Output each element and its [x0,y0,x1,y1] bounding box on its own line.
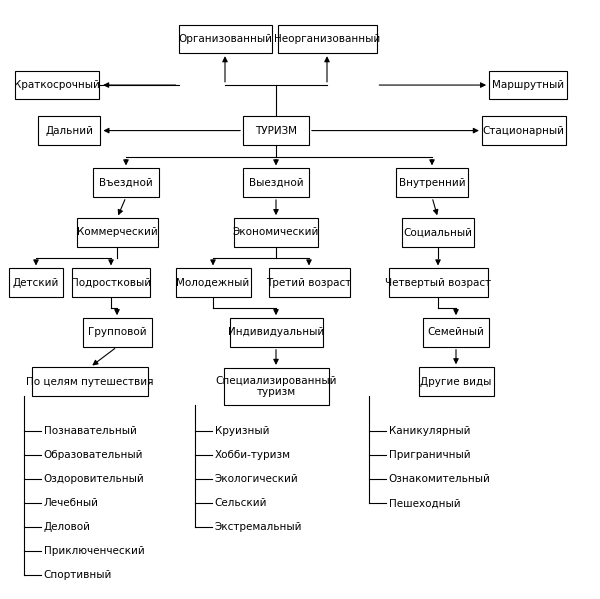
Text: Экономический: Экономический [233,228,319,237]
Text: Выездной: Выездной [248,178,304,187]
FancyBboxPatch shape [15,71,99,99]
Text: Краткосрочный: Краткосрочный [14,80,100,90]
Text: Внутренний: Внутренний [398,178,466,187]
Text: Каникулярный: Каникулярный [389,426,470,436]
Text: Сельский: Сельский [215,498,267,508]
FancyBboxPatch shape [72,268,150,297]
Text: Третий возраст: Третий возраст [266,278,352,288]
FancyBboxPatch shape [277,25,377,53]
Text: Экологический: Экологический [215,474,299,484]
FancyBboxPatch shape [77,218,157,247]
FancyBboxPatch shape [224,368,329,405]
FancyBboxPatch shape [37,116,100,145]
Text: ТУРИЗМ: ТУРИЗМ [255,126,297,135]
Text: Деловой: Деловой [44,522,91,532]
FancyBboxPatch shape [179,25,271,53]
Text: Коммерческий: Коммерческий [77,228,157,237]
Text: Организованный: Организованный [178,34,272,44]
FancyBboxPatch shape [83,318,151,347]
Text: Неорганизованный: Неорганизованный [274,34,380,44]
FancyBboxPatch shape [489,71,567,99]
Text: Молодежный: Молодежный [176,278,250,288]
Text: Экстремальный: Экстремальный [215,522,302,532]
Text: Семейный: Семейный [428,328,484,337]
Text: Познавательный: Познавательный [44,426,137,436]
FancyBboxPatch shape [402,218,474,247]
Text: Спортивный: Спортивный [44,570,112,580]
Text: Хобби-туризм: Хобби-туризм [215,450,291,460]
FancyBboxPatch shape [243,116,309,145]
Text: Индивидуальный: Индивидуальный [228,328,324,337]
Text: Стационарный: Стационарный [483,126,565,135]
FancyBboxPatch shape [482,116,566,145]
Text: Приграничный: Приграничный [389,450,470,460]
Text: Специализированный
туризм: Специализированный туризм [215,376,337,397]
FancyBboxPatch shape [419,367,493,396]
Text: Маршрутный: Маршрутный [492,80,564,90]
FancyBboxPatch shape [423,318,489,347]
FancyBboxPatch shape [176,268,251,297]
Text: Лечебный: Лечебный [44,498,99,508]
Text: Четвертый возраст: Четвертый возраст [385,278,491,288]
Text: Другие виды: Другие виды [421,377,491,386]
Text: Ознакомительный: Ознакомительный [389,474,491,484]
Text: Дальний: Дальний [45,126,93,135]
Text: Круизный: Круизный [215,426,269,436]
Text: Социальный: Социальный [404,228,473,237]
Text: Оздоровительный: Оздоровительный [44,474,145,484]
Text: Образовательный: Образовательный [44,450,143,460]
FancyBboxPatch shape [389,268,487,297]
FancyBboxPatch shape [243,168,309,197]
FancyBboxPatch shape [234,218,318,247]
Text: Въездной: Въездной [99,178,153,187]
Text: Пешеходный: Пешеходный [389,498,460,508]
Text: По целям путешествия: По целям путешествия [26,377,154,386]
Text: Детский: Детский [13,278,59,288]
FancyBboxPatch shape [396,168,468,197]
Text: Приключенческий: Приключенческий [44,546,145,556]
FancyBboxPatch shape [9,268,63,297]
FancyBboxPatch shape [32,367,148,396]
FancyBboxPatch shape [93,168,159,197]
Text: Групповой: Групповой [88,328,146,337]
Text: Подростковый: Подростковый [71,278,151,288]
FancyBboxPatch shape [229,318,323,347]
FancyBboxPatch shape [269,268,349,297]
